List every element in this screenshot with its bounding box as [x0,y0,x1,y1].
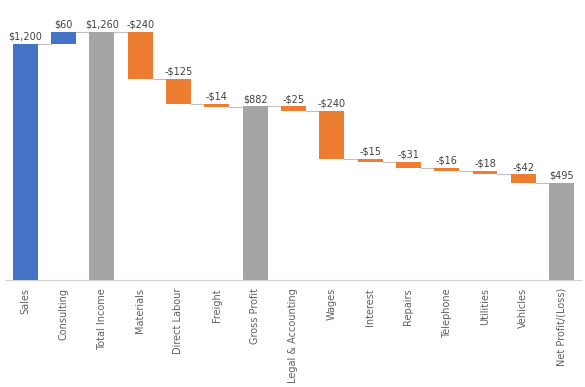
Text: $882: $882 [243,94,267,104]
Bar [357,159,383,162]
Bar [396,162,421,168]
Bar [434,168,459,171]
Text: $1,200: $1,200 [8,31,42,41]
Bar [128,32,153,79]
Text: -$42: -$42 [512,162,534,172]
Bar [319,111,344,159]
Bar [166,79,191,104]
Text: -$16: -$16 [436,156,457,165]
Text: -$240: -$240 [318,99,346,109]
Bar [90,32,114,281]
Text: $60: $60 [54,19,73,29]
Bar [13,44,37,281]
Bar [473,171,497,175]
Bar [204,104,229,106]
Text: -$15: -$15 [359,146,381,156]
Text: -$14: -$14 [206,91,228,101]
Text: $495: $495 [549,170,574,180]
Text: -$125: -$125 [164,67,192,77]
Bar [243,106,267,281]
Text: -$31: -$31 [397,149,419,159]
Text: -$25: -$25 [283,94,304,104]
Text: -$240: -$240 [126,19,154,29]
Bar [549,183,574,281]
Bar [281,106,306,111]
Text: $1,260: $1,260 [85,19,119,29]
Bar [511,175,536,183]
Bar [51,32,76,44]
Text: -$18: -$18 [474,159,496,169]
